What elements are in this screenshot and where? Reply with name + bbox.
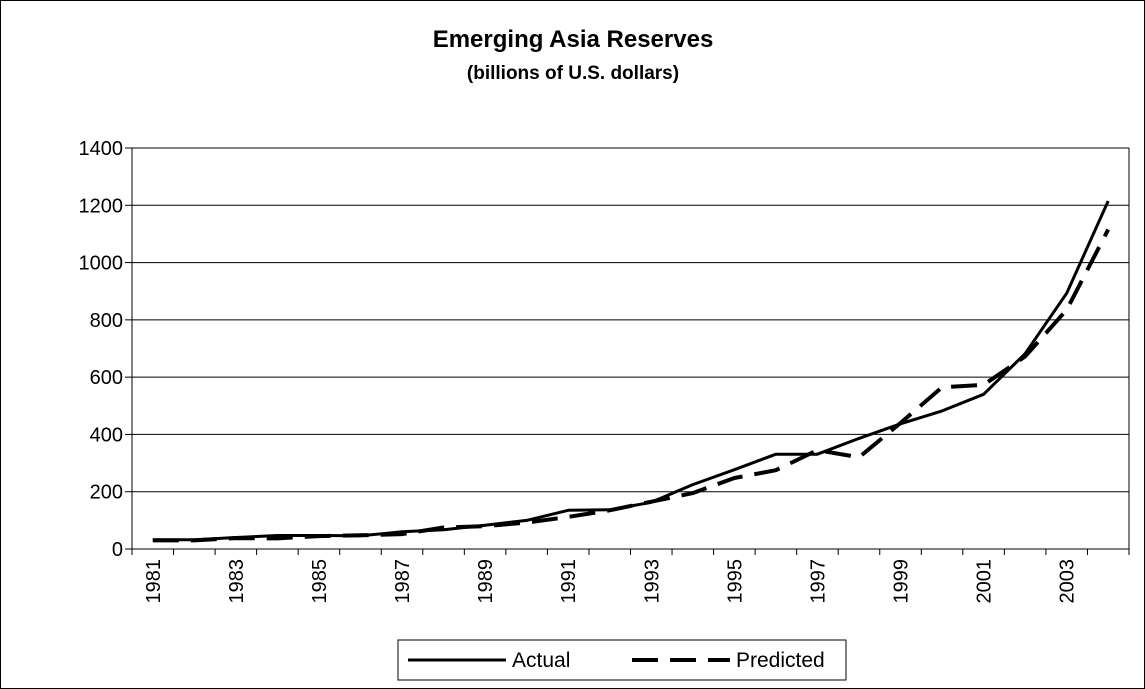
chart-title: Emerging Asia Reserves bbox=[433, 26, 714, 53]
y-tick-label: 200 bbox=[90, 482, 123, 504]
x-tick-label: 1981 bbox=[143, 559, 165, 604]
legend-box bbox=[397, 639, 847, 681]
y-tick-label: 0 bbox=[112, 539, 123, 561]
y-tick-label: 1000 bbox=[79, 253, 124, 275]
y-tick-label: 600 bbox=[90, 367, 123, 389]
x-tick-label: 2001 bbox=[974, 559, 996, 604]
y-tick-label: 1200 bbox=[79, 195, 124, 217]
x-tick-label: 1989 bbox=[475, 559, 497, 604]
y-tick-label: 1400 bbox=[79, 138, 124, 160]
x-tick-label: 2003 bbox=[1057, 559, 1079, 604]
series-line-predicted bbox=[152, 228, 1110, 543]
legend-label-actual: Actual bbox=[512, 649, 570, 672]
x-tick-label: 1993 bbox=[641, 559, 663, 604]
plot-area: 0 200 400 600 800 1000 1200 1400 1981 1983 1985 198… bbox=[79, 138, 1130, 604]
y-tick-label: 800 bbox=[90, 310, 123, 332]
x-tick-label: 1999 bbox=[891, 559, 913, 604]
x-tick-label: 1995 bbox=[724, 559, 746, 604]
x-tick-label: 1997 bbox=[807, 559, 829, 604]
y-tick-label: 400 bbox=[90, 424, 123, 446]
legend-label-predicted: Predicted bbox=[736, 649, 825, 672]
legend: Actual Predicted bbox=[397, 639, 847, 681]
x-tick-label: 1983 bbox=[226, 559, 248, 604]
x-tick-label: 1985 bbox=[309, 559, 331, 604]
x-tick-label: 1991 bbox=[558, 559, 580, 604]
x-tick-label: 1987 bbox=[392, 559, 414, 604]
chart-subtitle: (billions of U.S. dollars) bbox=[467, 63, 679, 84]
